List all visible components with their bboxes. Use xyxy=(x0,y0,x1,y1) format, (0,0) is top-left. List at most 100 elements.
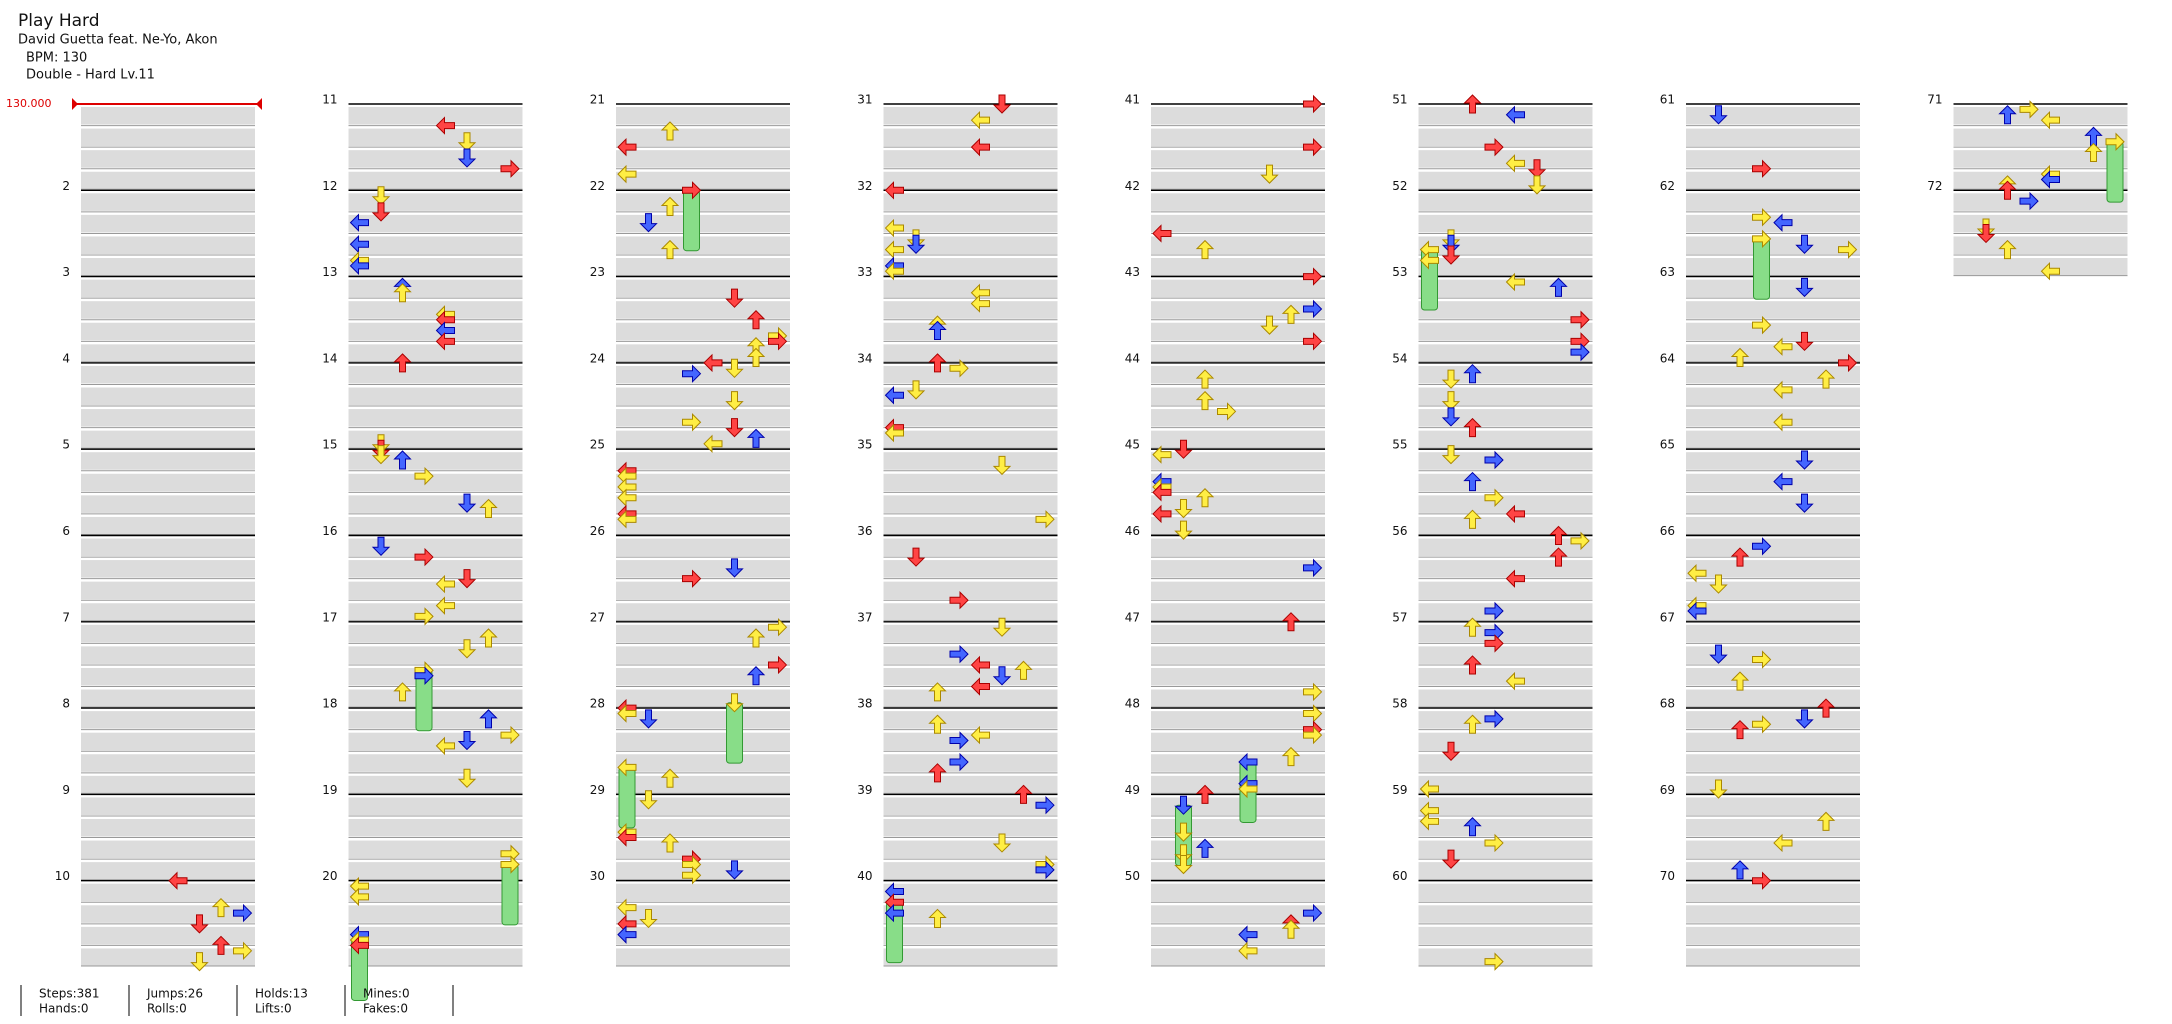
beat-row xyxy=(616,646,790,664)
beat-row xyxy=(1686,948,1860,966)
beat-row xyxy=(1686,236,1860,255)
arrow xyxy=(617,758,637,777)
beat-row xyxy=(616,624,790,643)
beat-row xyxy=(348,365,523,384)
arrow xyxy=(233,941,253,961)
arrow xyxy=(1795,277,1814,298)
measure-number: 46 xyxy=(1125,524,1140,538)
measure-number: 11 xyxy=(322,93,337,107)
measure-number: 36 xyxy=(857,524,872,538)
arrow xyxy=(928,682,947,702)
measure-number: 6 xyxy=(62,524,70,538)
beat-row xyxy=(1686,409,1860,427)
arrow xyxy=(746,666,766,686)
beat-row xyxy=(1418,775,1593,794)
beat-row xyxy=(348,840,523,859)
arrow xyxy=(1527,159,1547,179)
arrow xyxy=(949,752,969,772)
measure-number: 31 xyxy=(857,93,872,107)
beat-row xyxy=(348,473,523,492)
beat-row xyxy=(1686,516,1860,535)
arrow xyxy=(1998,105,2017,125)
beat-row xyxy=(1418,905,1593,923)
beat-row xyxy=(1418,495,1593,513)
beat-row xyxy=(1686,581,1860,600)
arrow xyxy=(1773,472,1793,491)
measure-number: 25 xyxy=(590,438,605,452)
arrow xyxy=(1260,164,1279,184)
beat-row xyxy=(1418,689,1593,708)
beat-row xyxy=(348,624,523,643)
hold xyxy=(501,864,519,926)
arrow xyxy=(1687,564,1707,583)
beat-row xyxy=(616,775,790,794)
beat-row xyxy=(1418,473,1593,492)
arrow xyxy=(884,218,904,238)
arrow xyxy=(906,547,926,567)
arrow xyxy=(1998,239,2017,260)
arrow xyxy=(1773,337,1793,356)
arrow xyxy=(682,364,702,383)
arrow xyxy=(371,202,391,222)
beat-row xyxy=(883,624,1058,643)
arrow xyxy=(1419,812,1439,831)
beat-row xyxy=(883,128,1058,147)
arrow xyxy=(884,423,904,443)
arrow xyxy=(1441,849,1461,869)
beat-row xyxy=(616,667,790,686)
beat-row xyxy=(1418,538,1593,557)
beat-row xyxy=(1418,193,1593,211)
measure-number: 22 xyxy=(590,179,605,193)
arrow xyxy=(1484,450,1504,470)
measure-number: 70 xyxy=(1660,869,1675,883)
beat-row xyxy=(348,667,523,686)
arrow xyxy=(1976,223,1996,244)
beat-row xyxy=(616,452,790,470)
arrow xyxy=(1752,871,1772,890)
beat-row xyxy=(883,883,1058,902)
beat-row xyxy=(81,775,255,794)
arrow xyxy=(414,466,434,486)
beat-row xyxy=(348,711,523,729)
measure-number: 26 xyxy=(590,524,605,538)
measure-number: 28 xyxy=(590,697,605,711)
arrow xyxy=(1217,402,1237,421)
arrow xyxy=(1752,537,1772,556)
beat-row xyxy=(616,150,790,168)
beat-row xyxy=(1151,862,1325,880)
arrow xyxy=(1730,547,1750,567)
arrow xyxy=(1816,369,1836,389)
arrow xyxy=(1687,601,1707,621)
measure-number: 13 xyxy=(322,265,337,279)
difficulty: Double - Hard Lv.11 xyxy=(26,68,155,83)
arrow xyxy=(1195,784,1215,804)
beat-row xyxy=(348,883,523,902)
arrow xyxy=(1795,709,1814,729)
measure-number: 32 xyxy=(857,179,872,193)
measure-number: 2 xyxy=(62,179,70,193)
beat-row xyxy=(81,150,255,168)
beat-row xyxy=(616,430,790,449)
beat-row xyxy=(1151,905,1325,923)
arrow xyxy=(1174,520,1193,540)
arrow xyxy=(970,725,990,745)
arrow xyxy=(1484,952,1504,971)
arrow xyxy=(746,347,766,368)
beat-row xyxy=(348,797,523,815)
beat-row xyxy=(81,646,255,664)
measure-number: 56 xyxy=(1392,524,1407,538)
beat-row xyxy=(348,171,523,190)
arrow xyxy=(1752,229,1772,249)
arrow xyxy=(1303,299,1323,319)
beat-row xyxy=(883,258,1058,276)
arrow xyxy=(746,428,766,448)
beat-row xyxy=(1686,840,1860,859)
measure-number: 21 xyxy=(590,93,605,107)
beat-row xyxy=(1418,581,1593,600)
arrow xyxy=(1570,310,1590,329)
beat-row xyxy=(1418,754,1593,772)
beat-row xyxy=(883,344,1058,362)
arrow xyxy=(639,709,658,729)
beat-row xyxy=(1686,171,1860,190)
measure-number: 7 xyxy=(62,610,70,624)
